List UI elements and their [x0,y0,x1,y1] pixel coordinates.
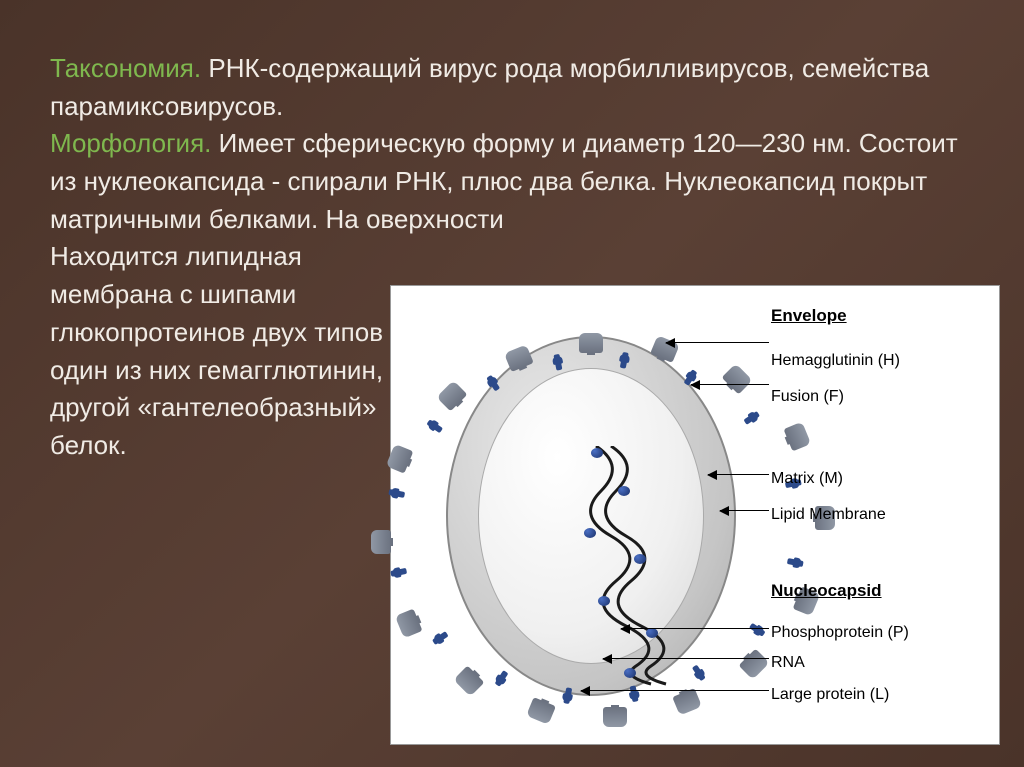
text-block-top: Таксономия. РНК-содержащий вирус рода мо… [50,50,984,238]
fusion-spike [441,612,467,634]
protein-dot [624,668,636,678]
protein-dot [634,554,646,564]
label-rna: RNA [771,646,805,680]
virus-diagram: Envelope Hemagglutinin (H)Fusion (F) Matr… [390,285,1000,745]
virus-body [446,336,736,696]
nucleocapsid-heading-group: Nucleocapsid [771,581,882,605]
label-envelope-heading: Envelope [771,306,847,326]
fusion-spike [405,485,430,499]
heading-taxonomy: Таксономия. [50,53,201,83]
text-block-left: Находится липидная мембрана с шипами глю… [50,238,430,464]
protein-dot [646,628,658,638]
fusion-spike [725,612,751,634]
label-nucleocapsid-heading: Nucleocapsid [771,581,882,601]
label-matrix-m-: Matrix (M) [771,462,843,496]
para-morphology-2: Находится липидная мембрана с шипами глю… [50,241,399,459]
fusion-spike [725,422,751,444]
leader-arrow [603,658,769,659]
heading-morphology: Морфология. [50,128,211,158]
protein-dot [618,486,630,496]
fusion-spike [405,556,430,570]
protein-dot [584,528,596,538]
label-fusion-f-: Fusion (F) [771,380,844,414]
leader-arrow [691,384,769,385]
label-lipid-membrane: Lipid Membrane [771,498,886,532]
protein-dot [598,596,610,606]
leader-arrow [708,474,769,475]
envelope-heading-group: Envelope [771,306,847,330]
leader-arrow [581,690,769,691]
fusion-spike [441,422,467,444]
rna-strand [576,446,716,686]
leader-arrow [666,342,769,343]
fusion-spike [762,556,787,570]
label-large-protein-l-: Large protein (L) [771,678,889,712]
label-phosphoprotein-p-: Phosphoprotein (P) [771,616,909,650]
label-hemagglutinin-h-: Hemagglutinin (H) [771,344,900,378]
leader-arrow [621,628,769,629]
diagram-inner: Envelope Hemagglutinin (H)Fusion (F) Matr… [391,286,999,744]
protein-dot [591,448,603,458]
leader-arrow [720,510,769,511]
